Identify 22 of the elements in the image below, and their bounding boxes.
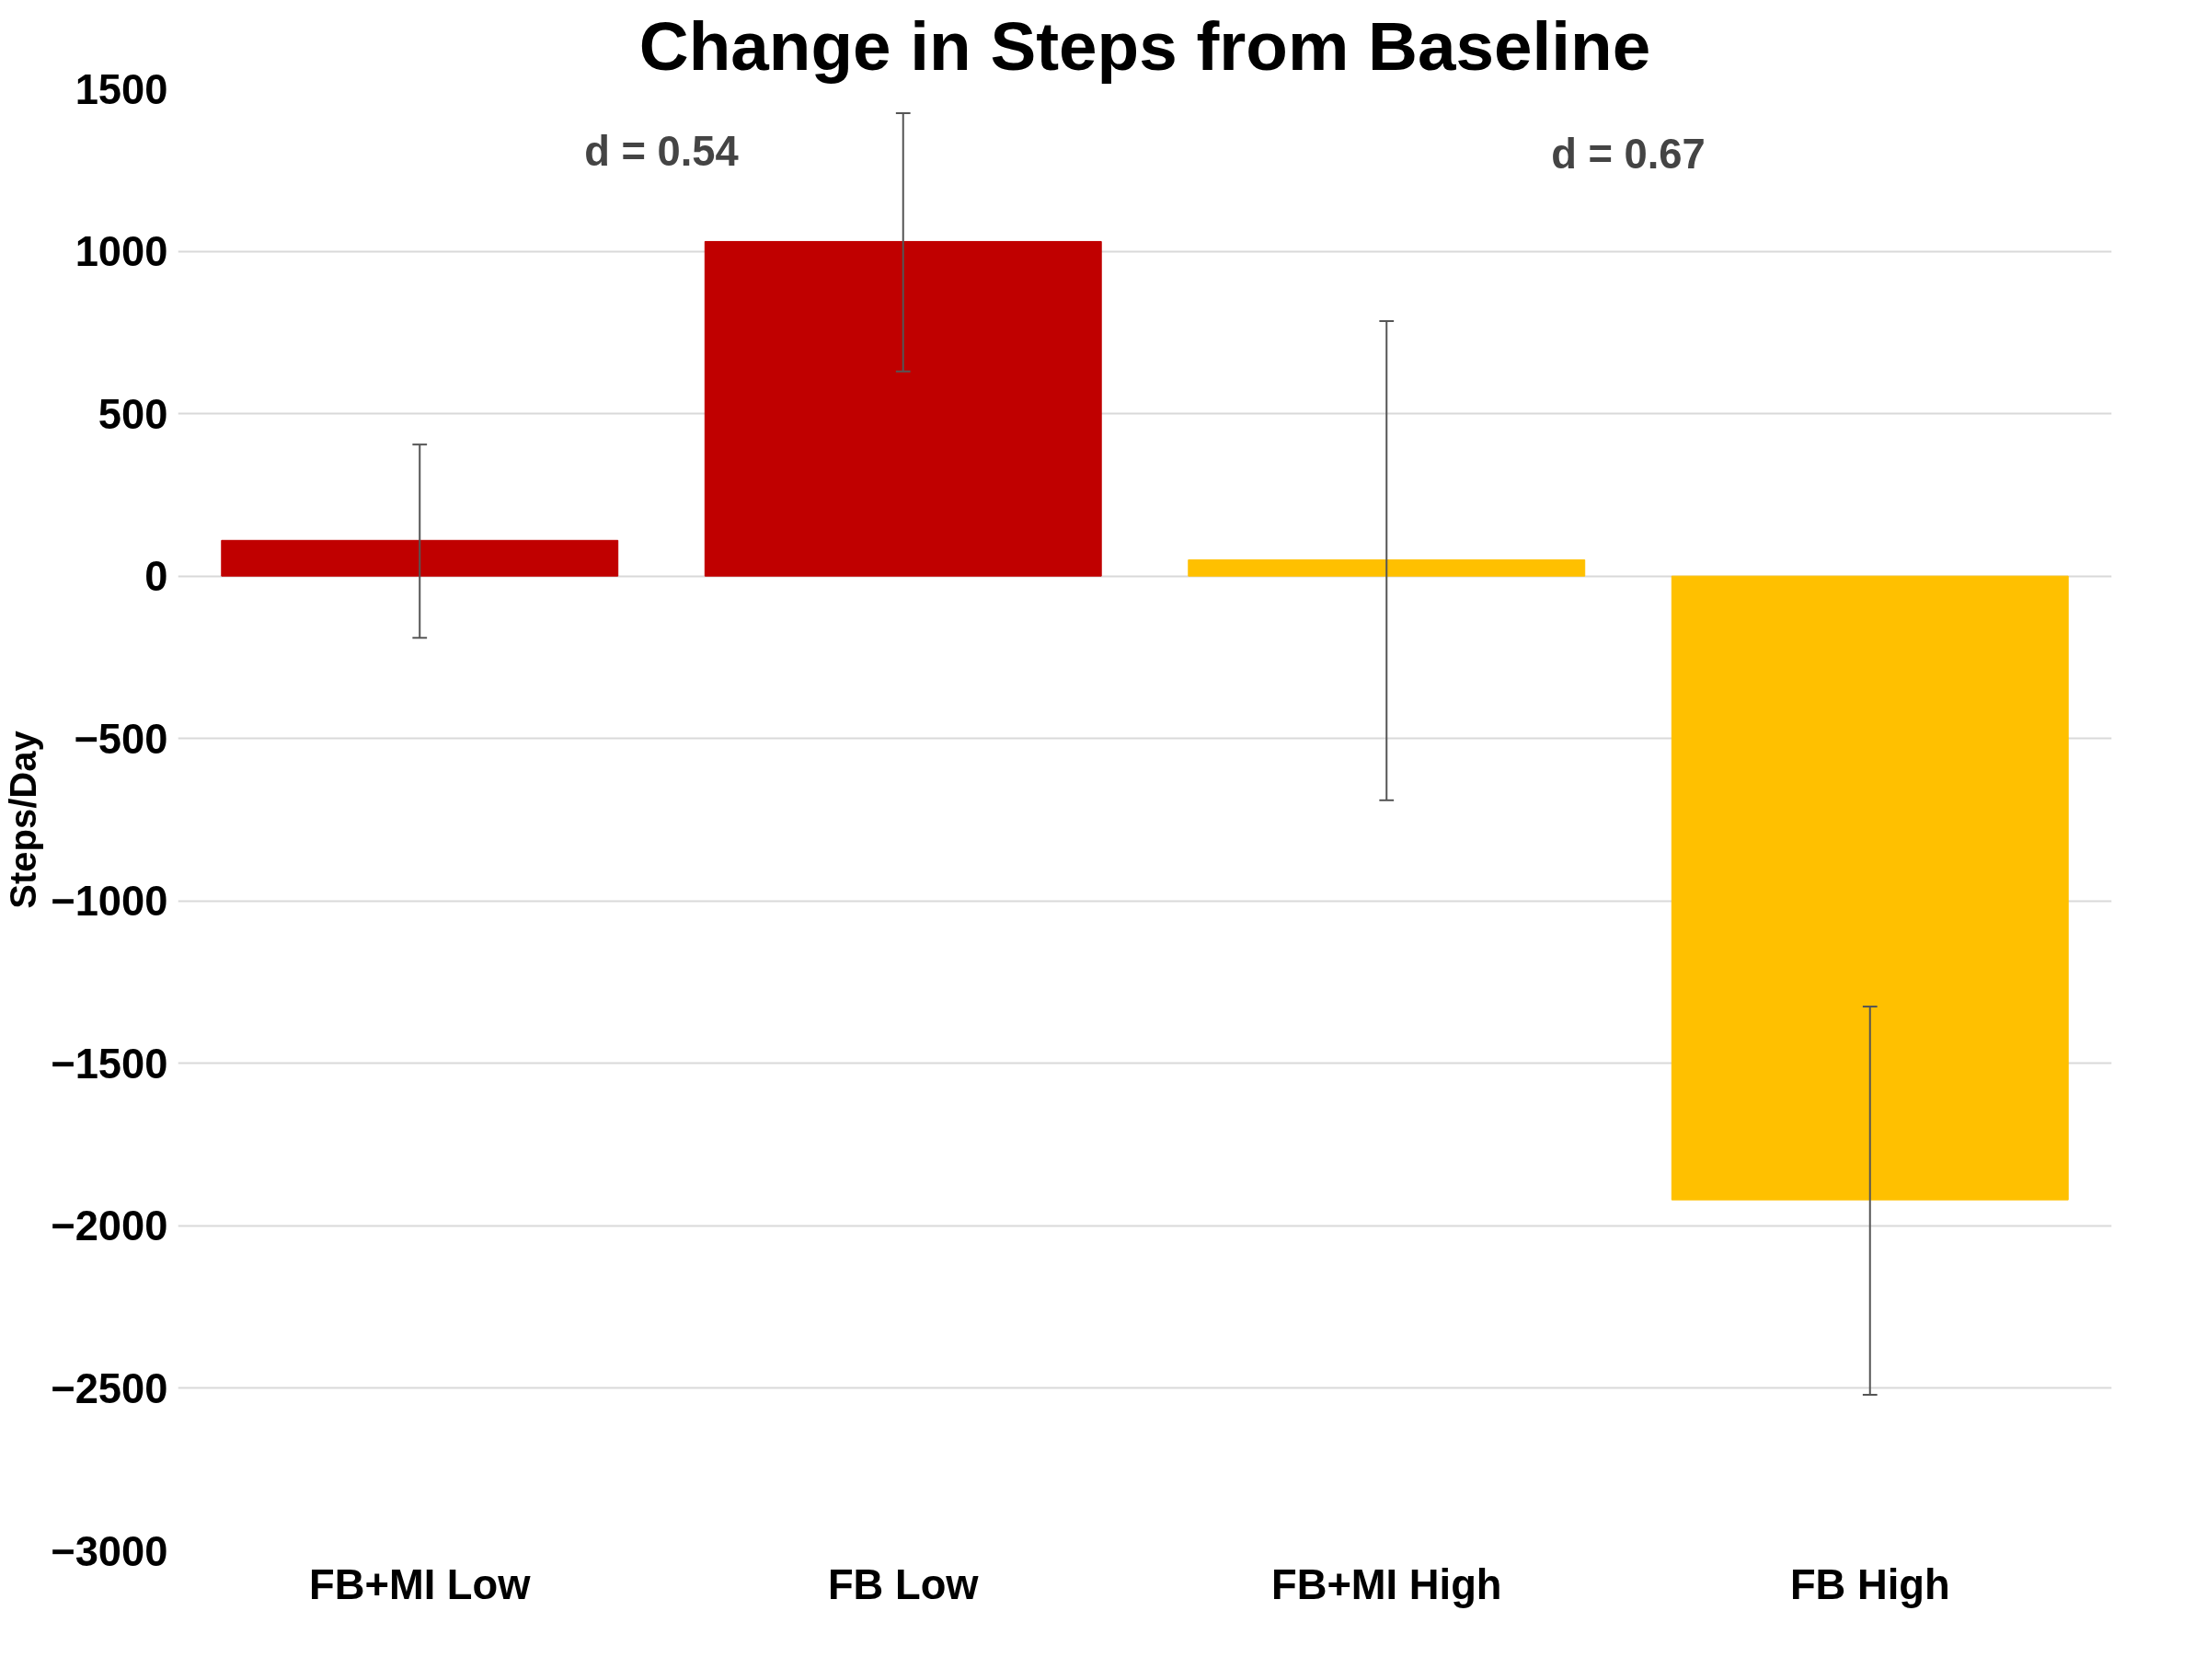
y-tick-label: −2000 [51, 1202, 168, 1250]
x-tick-label: FB Low [827, 1560, 980, 1608]
y-tick-label: 500 [98, 390, 168, 438]
y-axis-title: Steps/Day [3, 730, 44, 909]
x-tick-label: FB+MI High [1270, 1560, 1502, 1608]
y-tick-label: −3000 [51, 1527, 168, 1575]
bar [221, 539, 619, 577]
y-tick-label: 1500 [75, 65, 168, 113]
annotation: d = 0.67 [1551, 131, 1706, 178]
y-tick-label: 0 [144, 553, 168, 601]
annotation: d = 0.54 [584, 127, 739, 175]
y-tick-label: −500 [74, 715, 168, 763]
bar [1188, 559, 1586, 577]
y-tick-label: −1500 [51, 1040, 168, 1087]
y-tick-label: 1000 [75, 228, 168, 276]
x-tick-label: FB High [1789, 1560, 1950, 1608]
bar [704, 240, 1102, 577]
y-tick-label: −2500 [51, 1364, 168, 1412]
x-tick-label: FB+MI Low [309, 1560, 532, 1608]
chart-title: Change in Steps from Baseline [638, 6, 1651, 85]
bar [1671, 575, 2069, 1201]
y-tick-label: −1000 [51, 878, 168, 926]
